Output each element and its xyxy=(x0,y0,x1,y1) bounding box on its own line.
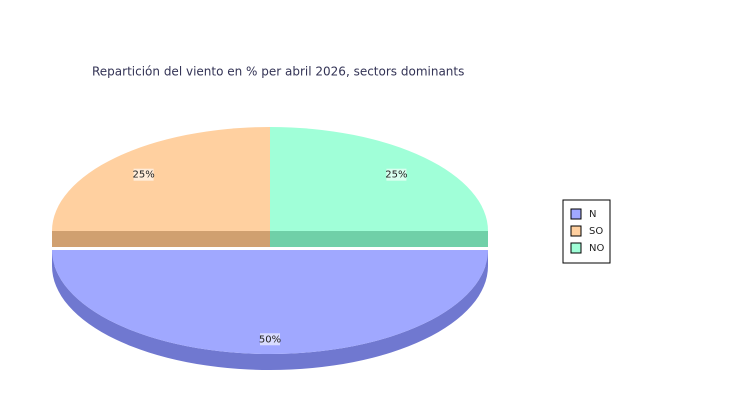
slice xyxy=(52,127,270,231)
slice xyxy=(52,250,488,354)
data-label: 25% xyxy=(385,170,407,181)
slice-side xyxy=(52,231,270,247)
legend-label: N xyxy=(589,209,596,220)
slice-side xyxy=(270,231,488,247)
label-bg xyxy=(133,168,154,181)
data-label: 50% xyxy=(259,334,281,345)
data-label: 25% xyxy=(132,170,154,181)
label-bg xyxy=(260,333,280,346)
legend-label: NO xyxy=(589,243,604,254)
legend-swatch xyxy=(570,225,582,237)
legend-swatch xyxy=(570,208,582,220)
slice xyxy=(270,127,488,231)
legend-label: SO xyxy=(589,226,603,237)
legend-swatch xyxy=(570,242,582,254)
chart-title: Repartición del viento en % per abril 20… xyxy=(92,65,464,79)
label-bg xyxy=(386,168,407,181)
